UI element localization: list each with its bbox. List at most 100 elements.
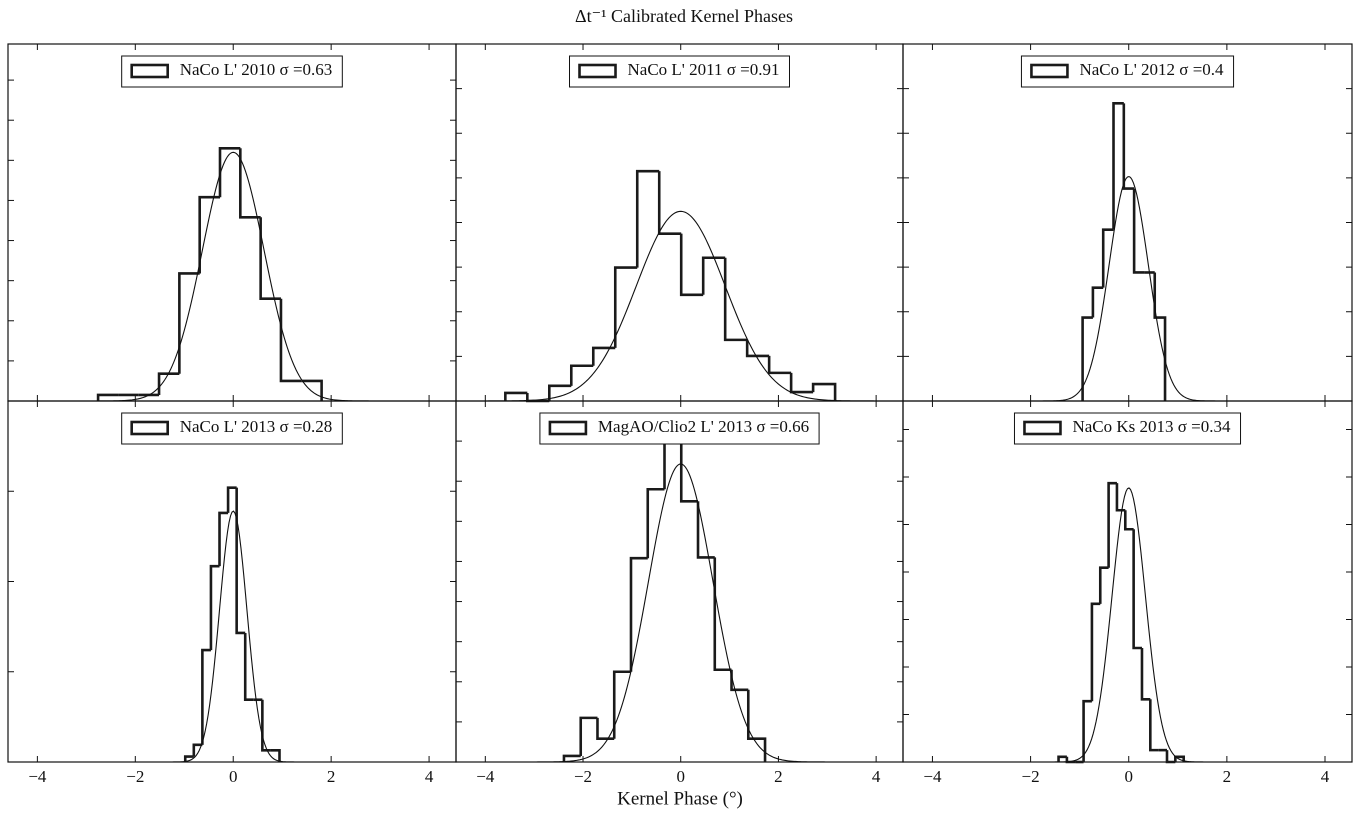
legend-label: NaCo L' 2013 σ =0.28 — [180, 417, 333, 436]
histogram-bin — [635, 169, 660, 268]
histogram-bin — [629, 556, 648, 672]
histogram-bin — [1112, 102, 1124, 230]
histogram-bin — [591, 346, 616, 366]
x-tick-label: 2 — [1223, 767, 1232, 786]
legend: NaCo L' 2012 σ =0.4 — [1020, 55, 1235, 88]
x-tick-label: −2 — [126, 767, 144, 786]
histogram-bin — [569, 364, 594, 386]
legend-label: NaCo Ks 2013 σ =0.34 — [1072, 417, 1231, 436]
legend: NaCo L' 2013 σ =0.28 — [121, 412, 343, 445]
x-tick-label: −2 — [574, 767, 592, 786]
histogram-bin — [1122, 103, 1135, 190]
histogram-bin — [811, 382, 837, 401]
histogram-bin — [192, 743, 203, 757]
histogram-bin — [1082, 699, 1092, 762]
legend-swatch — [130, 63, 169, 79]
x-tick-label: 0 — [229, 767, 238, 786]
legend-label: MagAO/Clio2 L' 2013 σ =0.66 — [598, 417, 809, 436]
legend-label: NaCo L' 2011 σ =0.91 — [628, 60, 780, 79]
x-tick-label: 2 — [327, 767, 336, 786]
histogram-bin — [745, 339, 770, 358]
fit-curve — [903, 175, 1352, 402]
histogram-bin — [1149, 699, 1159, 752]
histogram-bin — [723, 257, 748, 342]
histogram-bin — [1101, 228, 1114, 288]
histogram-bin — [178, 272, 200, 374]
x-tick-label: 0 — [1124, 767, 1133, 786]
legend-label: NaCo L' 2012 σ =0.4 — [1079, 60, 1224, 79]
fit-curve — [456, 463, 903, 763]
histogram-bin — [1132, 188, 1145, 274]
panel-frame — [455, 400, 904, 763]
legend-swatch — [1030, 63, 1069, 79]
histogram-bin — [612, 670, 631, 739]
histogram-bin — [270, 748, 281, 762]
histogram-bin — [1090, 602, 1101, 702]
histogram-bin — [279, 298, 302, 383]
legend-swatch — [578, 63, 617, 79]
histogram-bin — [613, 266, 638, 348]
histogram-bin — [1091, 286, 1104, 318]
histogram-bin — [198, 195, 221, 274]
histogram-bin — [596, 717, 615, 741]
histogram-bin — [239, 148, 261, 219]
histogram-bin — [1081, 316, 1093, 401]
histogram-bin — [96, 393, 119, 401]
x-axis-label: Kernel Phase (°) — [617, 788, 743, 809]
x-tick-label: 4 — [1321, 767, 1330, 786]
histogram-bin — [1174, 755, 1185, 762]
histogram-bin — [201, 648, 211, 745]
x-tick-label: −4 — [476, 767, 495, 786]
panel-frame — [902, 400, 1353, 763]
legend-swatch — [1023, 420, 1062, 436]
histogram-bin — [218, 511, 229, 567]
histogram-bin — [713, 557, 732, 672]
legend-swatch — [130, 420, 169, 436]
histogram-bin — [261, 699, 271, 752]
histogram-bin — [1132, 529, 1142, 650]
legend: NaCo Ks 2013 σ =0.34 — [1013, 412, 1242, 445]
legend-label: NaCo L' 2010 σ =0.63 — [180, 60, 333, 79]
fit-curve — [8, 510, 456, 763]
panel-frame — [902, 43, 1353, 402]
x-tick-label: 2 — [774, 767, 783, 786]
fit-curve — [456, 210, 903, 402]
histogram-bin — [226, 486, 237, 513]
chart-title: Δt⁻¹ Calibrated Kernel Phases — [575, 6, 793, 26]
histogram-bin — [259, 217, 281, 301]
legend: MagAO/Clio2 L' 2013 σ =0.66 — [539, 412, 820, 445]
histogram-bin — [301, 379, 323, 401]
x-tick-label: 4 — [872, 767, 881, 786]
histogram-bin — [1107, 481, 1117, 568]
histogram-bin — [579, 716, 598, 756]
histogram-bin — [218, 146, 241, 198]
histogram-bin — [183, 755, 194, 762]
x-tick-label: 0 — [676, 767, 685, 786]
histogram-bin — [679, 439, 699, 503]
histogram-bin — [1098, 566, 1109, 604]
histogram-bin — [679, 233, 704, 297]
histogram-bin — [1165, 750, 1176, 764]
histogram-bin — [504, 391, 528, 401]
legend: NaCo L' 2011 σ =0.91 — [569, 55, 790, 88]
x-tick-label: 4 — [425, 767, 434, 786]
histogram-bin — [657, 171, 682, 235]
histogram-bin — [562, 754, 581, 762]
histogram-bin — [767, 355, 792, 375]
fit-curve — [8, 151, 456, 402]
histogram-bin — [1057, 755, 1067, 762]
histogram-bin — [235, 487, 246, 635]
histogram-bin — [1115, 483, 1126, 512]
histogram-bin — [243, 632, 254, 702]
histogram-bin — [209, 564, 220, 651]
histogram-bin — [1123, 510, 1134, 531]
panel-frame — [7, 43, 457, 402]
histogram-bin — [696, 501, 715, 559]
histogram-bin — [701, 256, 726, 295]
legend: NaCo L' 2010 σ =0.63 — [121, 55, 343, 88]
histogram-bin — [646, 487, 665, 559]
panel-frame — [455, 43, 904, 402]
x-tick-label: −2 — [1022, 767, 1040, 786]
histogram-bin — [548, 384, 572, 401]
